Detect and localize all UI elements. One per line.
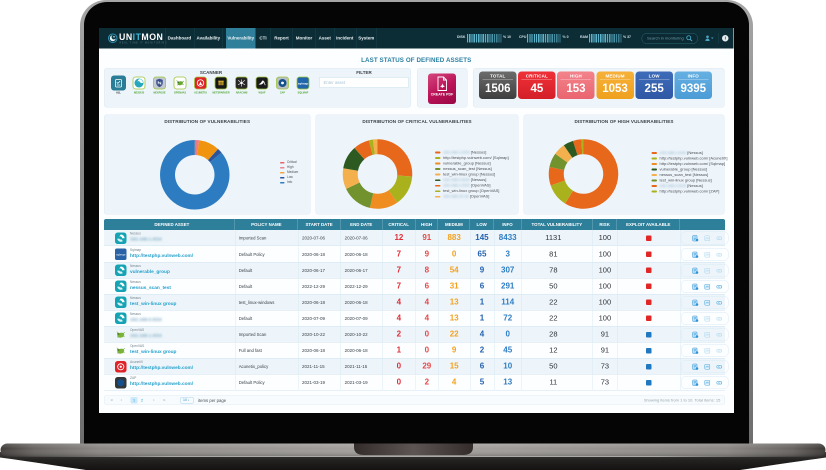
svg-text:sqlmap: sqlmap [116, 252, 126, 256]
svg-text:sqlmap: sqlmap [298, 81, 309, 85]
